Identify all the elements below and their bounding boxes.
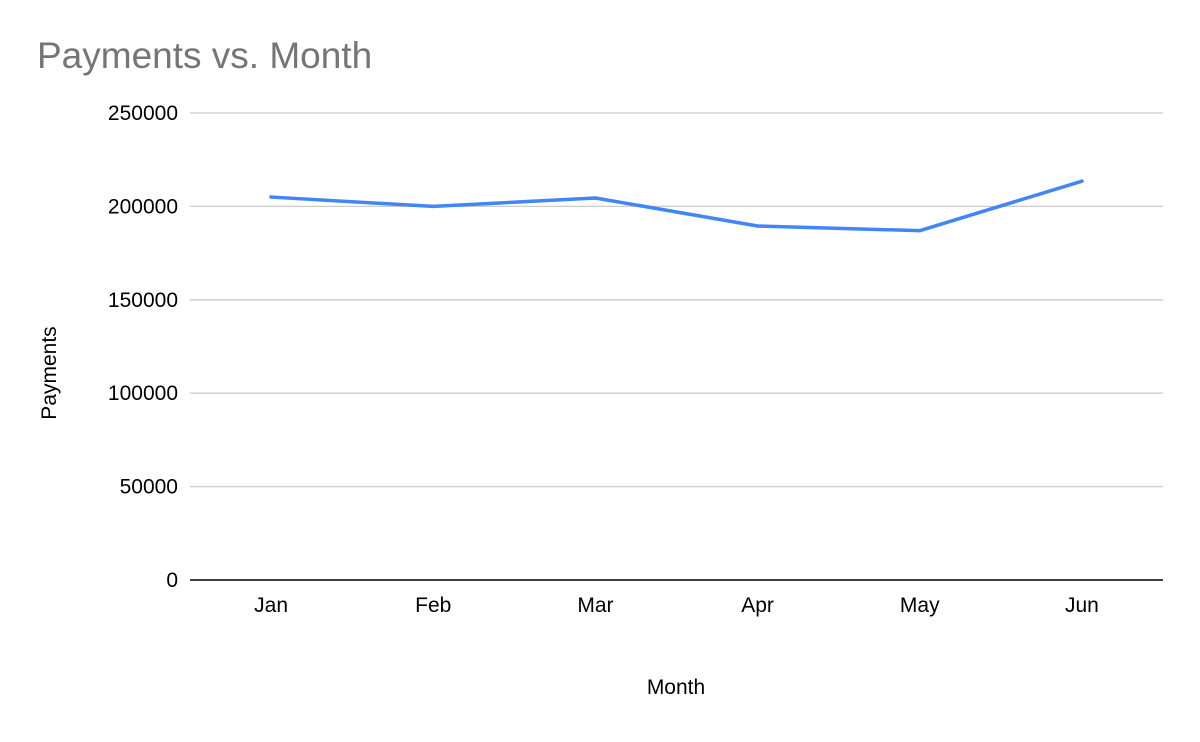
y-tick-label: 50000 <box>120 476 178 499</box>
y-tick-label: 150000 <box>108 289 178 312</box>
x-axis-ticks: Jan Feb Mar Apr May Jun <box>254 594 1099 617</box>
data-point-feb <box>431 204 435 209</box>
y-axis-label: Payments <box>38 326 61 419</box>
y-tick-label: 0 <box>166 569 178 592</box>
chart-title: Payments vs. Month <box>37 35 372 76</box>
data-point-apr <box>755 224 760 228</box>
x-axis-label: Month <box>647 676 705 699</box>
y-tick-label: 200000 <box>108 195 178 218</box>
y-axis-ticks: 0 50000 100000 150000 200000 250000 <box>108 102 178 592</box>
data-point-mar <box>593 196 598 200</box>
gridlines <box>190 112 1163 488</box>
x-tick-label: Jun <box>1065 594 1099 617</box>
y-tick-label: 250000 <box>108 102 178 125</box>
x-tick-label: May <box>900 594 940 617</box>
x-tick-label: Apr <box>741 594 774 617</box>
y-tick-label: 100000 <box>108 382 178 405</box>
x-tick-label: Jan <box>254 594 288 617</box>
x-tick-label: Feb <box>415 594 451 617</box>
data-point-jan <box>269 195 273 199</box>
series-layer <box>269 179 1084 233</box>
data-point-jun <box>1080 179 1084 183</box>
data-point-may <box>918 228 922 233</box>
series-line-0 <box>269 179 1084 233</box>
x-tick-label: Mar <box>577 594 613 617</box>
